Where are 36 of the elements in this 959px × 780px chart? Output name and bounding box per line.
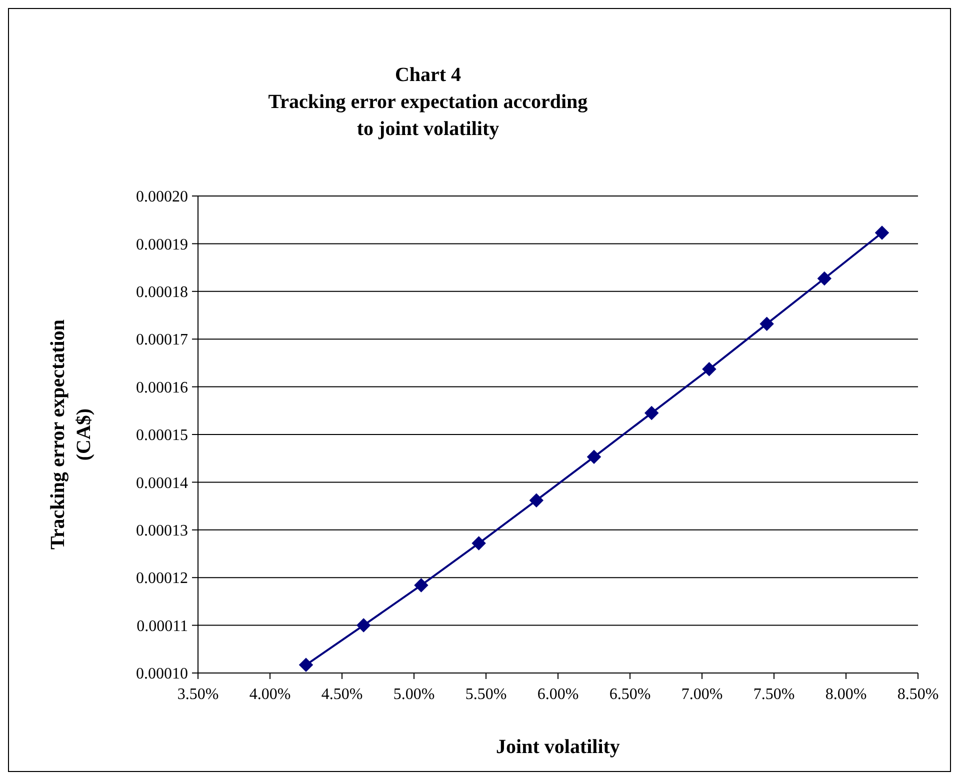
point [702, 362, 716, 376]
x-tick-label: 4.00% [249, 686, 291, 703]
x-tick-label: 7.50% [753, 686, 795, 703]
x-tick-label: 8.50% [897, 686, 939, 703]
point [760, 316, 774, 331]
x-axis-title: Joint volatility [496, 736, 620, 758]
point [298, 658, 314, 672]
point [874, 226, 890, 240]
y-tick-label: 0.00020 [136, 188, 188, 206]
x-tick-label: 7.00% [681, 686, 723, 703]
y-tick-label: 0.00018 [136, 284, 188, 301]
y-tick-label: 0.00014 [136, 474, 188, 492]
y-tick-label: 0.00011 [136, 618, 188, 635]
y-axis-title: Tracking error expectation (CA$) [47, 320, 95, 550]
point [817, 271, 832, 286]
y-tick-label: 0.00013 [136, 522, 188, 540]
y-tick-label: 0.00019 [136, 236, 188, 254]
y-tick-label: 0.00017 [136, 332, 188, 349]
y-tick-label: 0.00012 [136, 570, 188, 588]
x-tick-label: 5.00% [393, 686, 435, 703]
x-tick-label: 4.50% [321, 686, 363, 703]
chart-title: Chart 4 Tracking error expectation according to joint volatility [268, 64, 588, 140]
y-tick-label: 0.00015 [136, 427, 188, 444]
point [414, 578, 428, 592]
y-tick-label: 0.00016 [136, 379, 188, 396]
x-tick-label: 6.00% [537, 686, 579, 703]
point [472, 536, 486, 550]
point [356, 618, 371, 632]
y-tick-label: 0.00010 [136, 666, 188, 683]
x-tick-label: 5.50% [465, 686, 507, 703]
x-tick-label: 3.50% [177, 686, 219, 703]
x-tick-label: 8.00% [825, 686, 867, 703]
point [586, 450, 602, 464]
point [529, 493, 544, 508]
point [644, 406, 659, 420]
x-tick-label: 6.50% [609, 686, 651, 703]
